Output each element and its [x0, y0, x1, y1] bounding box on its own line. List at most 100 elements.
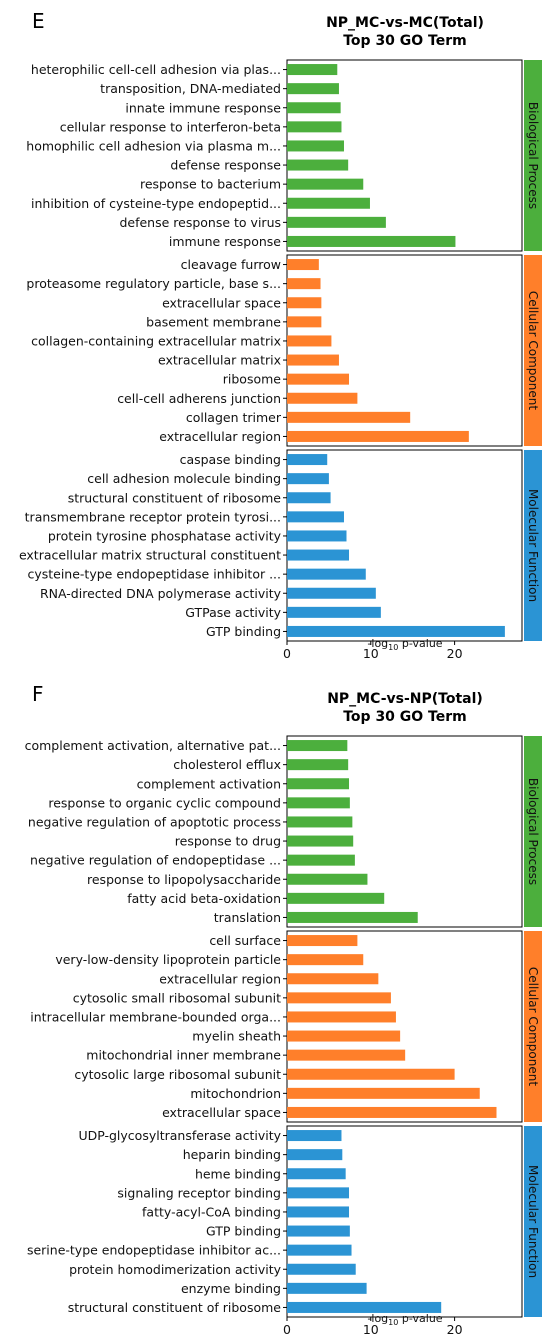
term-label: extracellular space	[162, 295, 281, 310]
bar	[287, 992, 391, 1004]
x-tick-label: 10	[363, 646, 379, 661]
panel-letter: E	[32, 9, 45, 33]
category-strip	[524, 255, 542, 446]
term-label: response to bacterium	[140, 177, 281, 192]
bar	[287, 816, 353, 828]
bar	[287, 454, 328, 466]
term-label: transmembrane receptor protein tyrosi...	[25, 509, 281, 524]
bar	[287, 911, 418, 923]
term-label: cysteine-type endopeptidase inhibitor ..…	[27, 567, 281, 582]
bar	[287, 549, 350, 561]
bar	[287, 235, 456, 247]
bar	[287, 1225, 350, 1237]
bar	[287, 411, 411, 423]
bar	[287, 259, 319, 271]
bar	[287, 1011, 396, 1023]
panel-f: F NP_MC-vs-NP(Total) Top 30 GO Term Biol…	[25, 682, 542, 1337]
bar	[287, 492, 331, 504]
x-tick-label: 20	[447, 1322, 463, 1337]
term-label: fatty-acyl-CoA binding	[142, 1204, 281, 1219]
term-label: cytosolic large ribosomal subunit	[74, 1067, 281, 1082]
bar	[287, 835, 354, 847]
x-tick-label: 0	[283, 646, 291, 661]
bar	[287, 335, 332, 347]
bar	[287, 1282, 367, 1294]
term-label: fatty acid beta-oxidation	[127, 891, 281, 906]
category-label: Cellular Component	[526, 291, 540, 410]
term-label: extracellular matrix structural constitu…	[19, 548, 281, 563]
x-axis-label: -log10 p-value	[367, 1312, 442, 1327]
bar	[287, 1263, 356, 1275]
term-label: collagen-containing extracellular matrix	[31, 333, 281, 348]
term-label: protein homodimerization activity	[69, 1262, 282, 1277]
term-label: collagen trimer	[186, 410, 282, 425]
term-label: extracellular region	[159, 971, 281, 986]
category-strip	[524, 736, 542, 927]
term-label: intracellular membrane-bounded orga...	[30, 1009, 281, 1024]
term-label: transposition, DNA-mediated	[100, 81, 281, 96]
term-label: UDP-glycosyltransferase activity	[78, 1128, 281, 1143]
term-label: basement membrane	[146, 314, 281, 329]
term-label: cell surface	[209, 933, 281, 948]
x-axis: 0 10 20	[283, 641, 463, 661]
bar	[287, 797, 350, 809]
group-cellular-component: Cellular Component cell surface very-low-d…	[30, 930, 542, 1123]
group-biological-process: Biological Process heterophilic cell-cell…	[26, 59, 542, 252]
term-label: extracellular region	[159, 429, 281, 444]
bar	[287, 159, 349, 171]
group-panels: Biological Process complement activation,…	[25, 735, 542, 1318]
bar	[287, 216, 386, 228]
bar	[287, 278, 321, 290]
bar	[287, 102, 341, 114]
group-frame	[286, 1125, 523, 1318]
term-label: RNA-directed DNA polymerase activity	[40, 586, 282, 601]
bar	[287, 873, 368, 885]
term-label: cellular response to interferon-beta	[60, 119, 281, 134]
term-label: response to organic cyclic compound	[48, 795, 281, 810]
term-label: innate immune response	[125, 100, 281, 115]
bar	[287, 121, 342, 133]
x-axis-label: -log10 p-value	[367, 637, 442, 652]
bar	[287, 64, 338, 76]
bar	[287, 625, 505, 637]
bar	[287, 1244, 352, 1256]
panel-e: E NP_MC-vs-MC(Total) Top 30 GO Term Biol…	[19, 9, 542, 661]
term-label: negative regulation of endopeptidase ...	[30, 853, 281, 868]
term-label: myelin sheath	[192, 1029, 281, 1044]
category-label: Biological Process	[526, 102, 540, 209]
bar	[287, 373, 350, 385]
term-label: translation	[214, 910, 281, 925]
term-label: protein tyrosine phosphatase activity	[48, 528, 282, 543]
term-label: structural constituent of ribosome	[68, 490, 282, 505]
group-frame	[286, 59, 523, 252]
term-label: extracellular space	[162, 1105, 281, 1120]
x-axis: 0 10 20	[283, 1317, 463, 1337]
chart-subtitle: Top 30 GO Term	[343, 709, 467, 725]
bar	[287, 430, 469, 442]
chart-subtitle: Top 30 GO Term	[343, 33, 467, 49]
term-label: response to lipopolysaccharide	[87, 872, 281, 887]
term-label: extracellular matrix	[158, 353, 281, 368]
group-panels: Biological Process heterophilic cell-cell…	[19, 59, 542, 642]
term-label: cell adhesion molecule binding	[87, 471, 281, 486]
term-label: immune response	[169, 234, 281, 249]
group-cellular-component: Cellular Component cleavage furrow proteas…	[26, 254, 542, 447]
term-label: cholesterol efflux	[173, 757, 281, 772]
term-label: cytosolic small ribosomal subunit	[73, 990, 281, 1005]
term-label: complement activation	[137, 776, 281, 791]
term-label: ribosome	[223, 372, 282, 387]
category-label: Molecular Function	[526, 489, 540, 602]
bar	[287, 530, 347, 542]
term-label: heparin binding	[183, 1147, 281, 1162]
group-biological-process: Biological Process complement activation,…	[25, 735, 542, 928]
bar	[287, 1030, 401, 1042]
bar	[287, 606, 381, 618]
term-label: homophilic cell adhesion via plasma m...	[26, 138, 281, 153]
term-label: GTPase activity	[185, 605, 281, 620]
bar	[287, 854, 355, 866]
term-label: cell-cell adherens junction	[117, 391, 281, 406]
bar	[287, 1168, 346, 1180]
bar	[287, 1049, 406, 1061]
group-frame	[286, 930, 523, 1123]
